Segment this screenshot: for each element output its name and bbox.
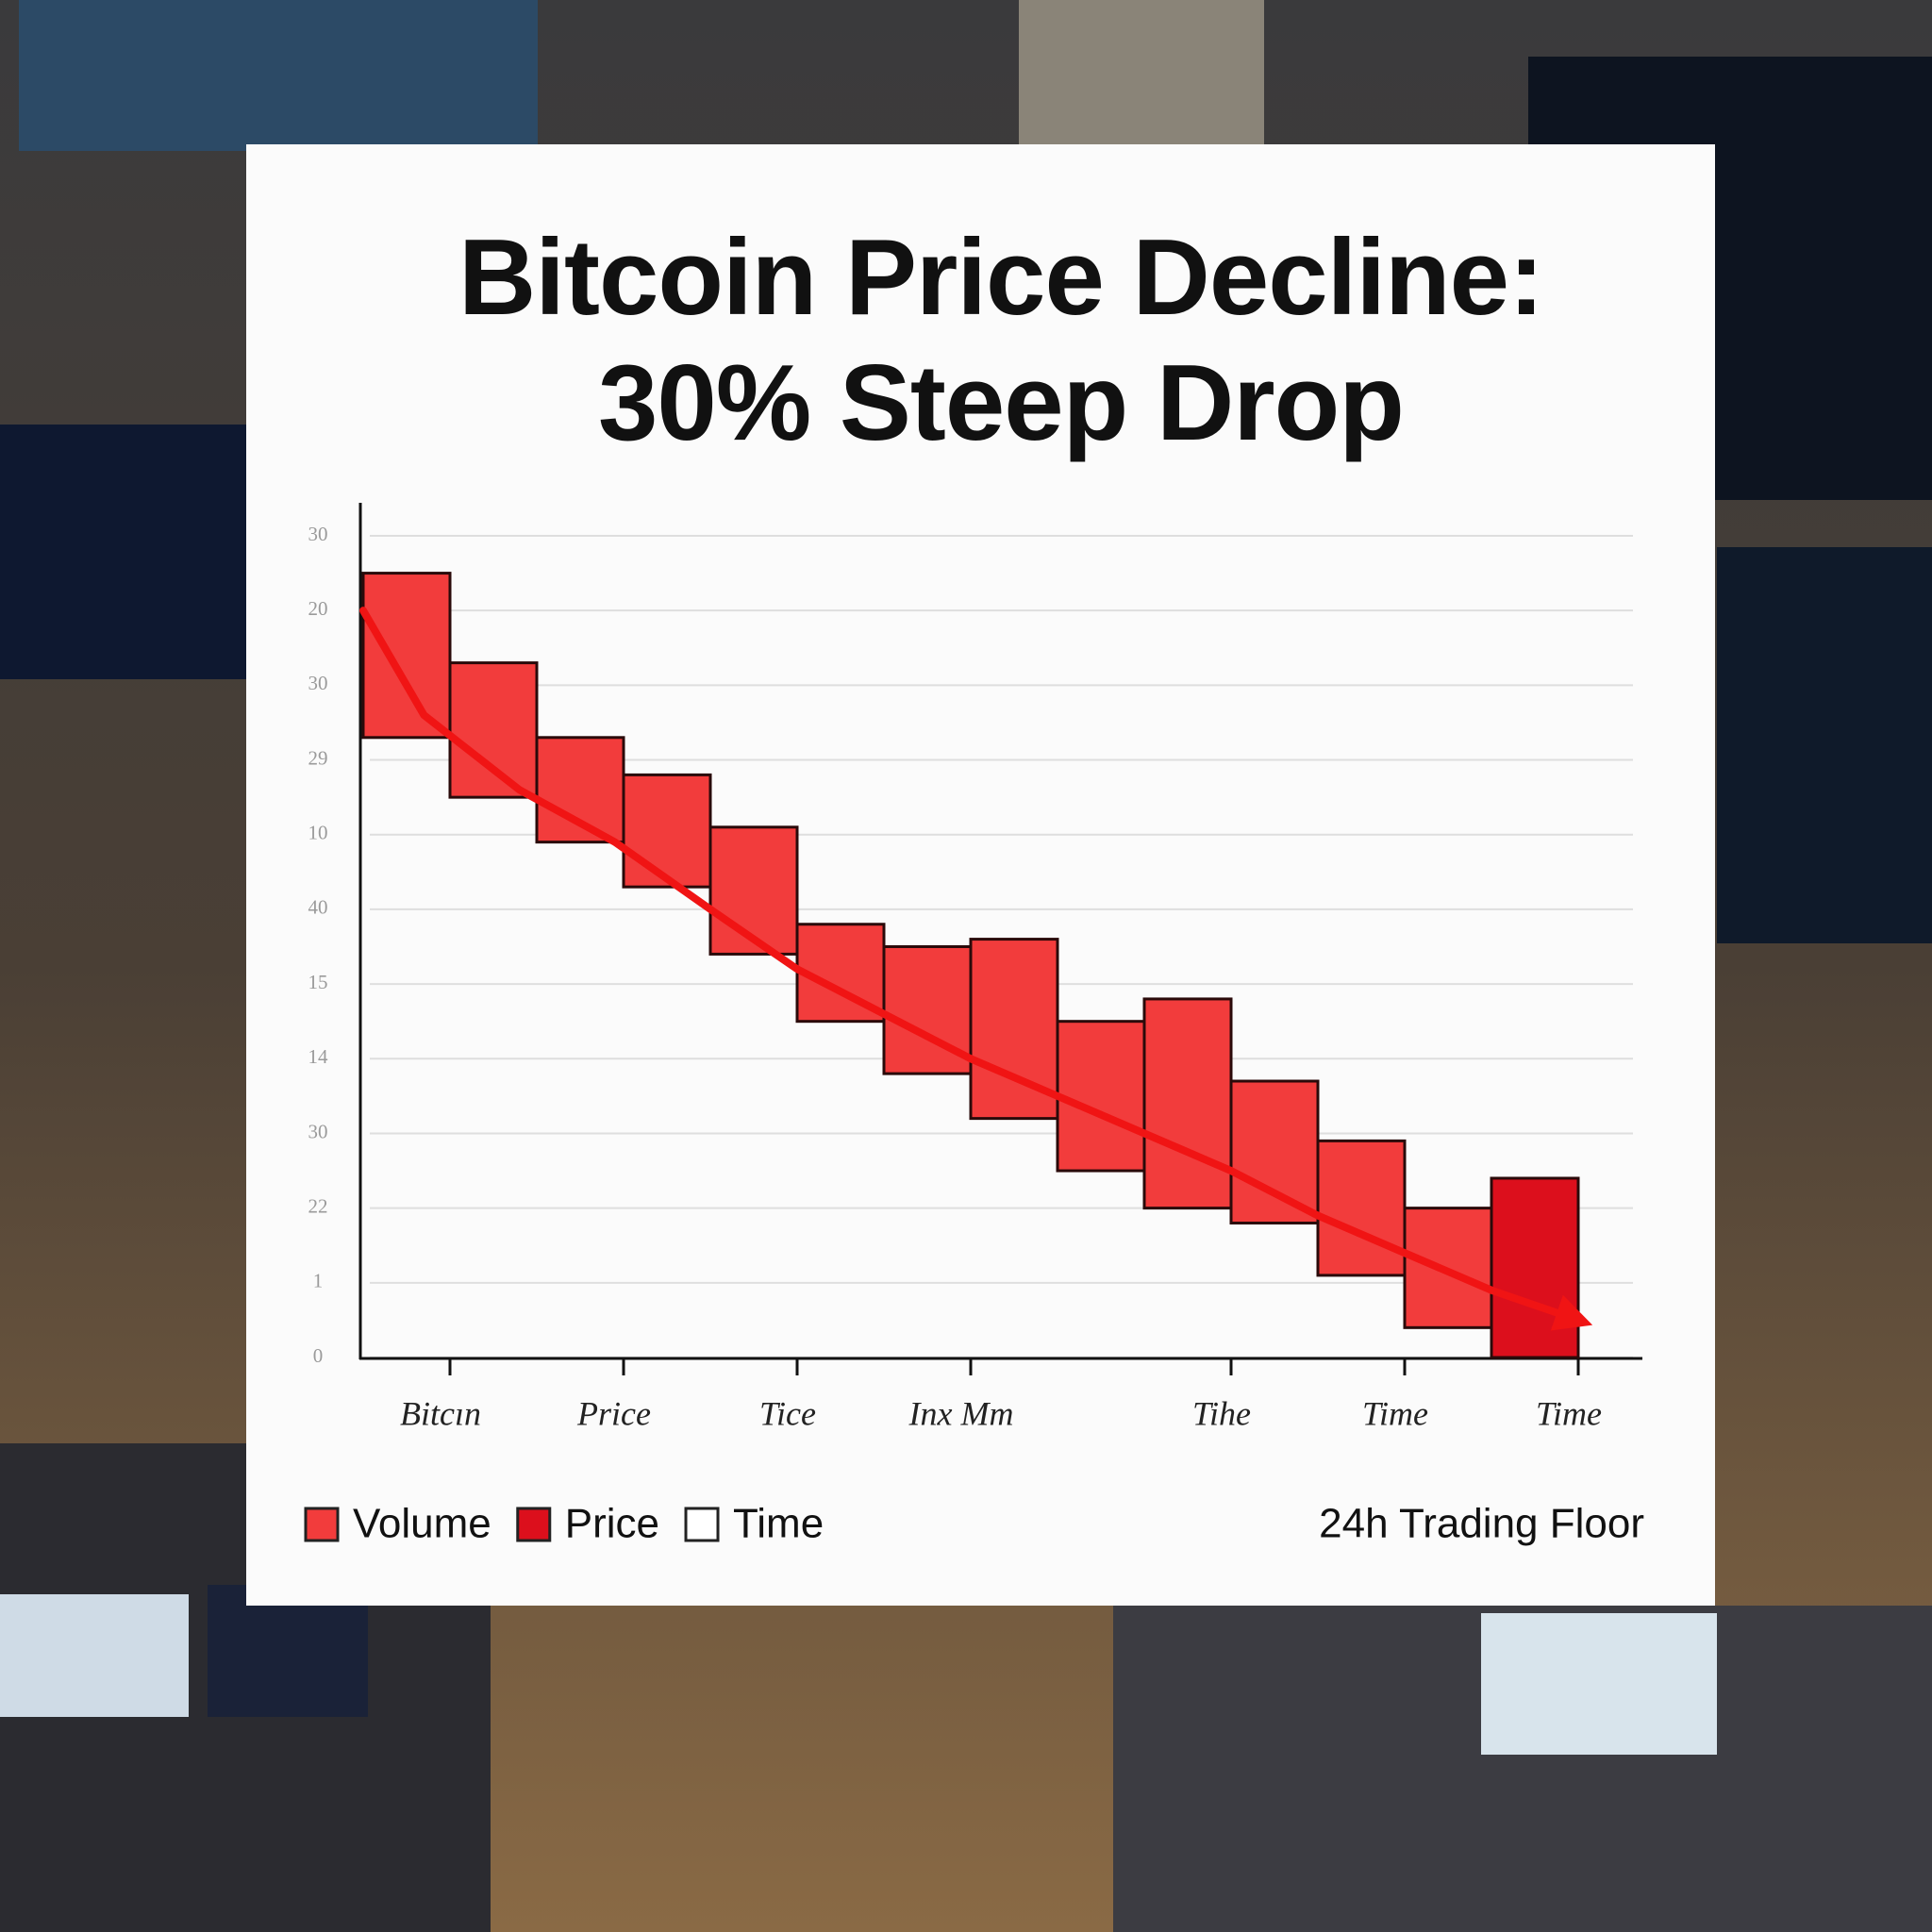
x-tick-label: Inx Mm xyxy=(908,1394,1014,1432)
y-tick-label: 14 xyxy=(308,1045,329,1068)
monitor xyxy=(208,1585,368,1717)
y-tick-label: 20 xyxy=(308,597,328,620)
legend-swatch xyxy=(684,1507,720,1542)
y-tick-label: 15 xyxy=(308,971,328,993)
y-tick-label: 1 xyxy=(313,1270,324,1292)
legend-item: Price xyxy=(516,1501,659,1547)
chart-title: Bitcoin Price Decline: 30% Steep Drop xyxy=(458,218,1544,463)
x-tick-label: Price xyxy=(576,1394,651,1432)
box xyxy=(708,825,799,956)
monitor xyxy=(0,1594,189,1717)
legend-item: Volume xyxy=(304,1501,491,1547)
box xyxy=(1316,1139,1407,1277)
x-tick-label: Time xyxy=(1362,1394,1428,1432)
y-tick-label: 30 xyxy=(308,672,328,694)
box xyxy=(1056,1020,1146,1173)
x-tick-label: Bitcın xyxy=(400,1394,481,1432)
box xyxy=(622,773,712,889)
y-tick-label: 10 xyxy=(308,822,328,844)
x-tick-label: Time xyxy=(1536,1394,1602,1432)
y-tick-label: 0 xyxy=(313,1344,324,1367)
x-tick-label: Tihe xyxy=(1192,1394,1251,1432)
pillar xyxy=(1019,0,1264,151)
legend-swatch xyxy=(304,1507,340,1542)
window xyxy=(19,0,538,151)
y-tick-label: 30 xyxy=(308,1120,328,1142)
y-tick-label: 30 xyxy=(308,523,328,545)
screen xyxy=(0,425,246,679)
footer: 24h Trading Floor xyxy=(1319,1501,1644,1547)
box xyxy=(1490,1176,1580,1359)
monitor xyxy=(1481,1613,1717,1755)
y-tick-label: 29 xyxy=(308,746,328,769)
legend-label: Volume xyxy=(353,1501,491,1547)
legend-swatch xyxy=(516,1507,552,1542)
box xyxy=(1142,997,1233,1210)
y-tick-label: 40 xyxy=(308,896,328,919)
legend-item: Time xyxy=(684,1501,824,1547)
box xyxy=(361,572,452,740)
box xyxy=(448,661,539,799)
y-tick-label: 22 xyxy=(308,1194,328,1217)
price-line xyxy=(359,607,1593,1331)
chart-card xyxy=(246,144,1715,1606)
legend-label: Time xyxy=(733,1501,824,1547)
ticker-board xyxy=(1717,547,1932,943)
legend-label: Price xyxy=(565,1501,659,1547)
box xyxy=(535,736,625,844)
x-tick-label: Tice xyxy=(759,1394,816,1432)
box xyxy=(1229,1079,1320,1224)
